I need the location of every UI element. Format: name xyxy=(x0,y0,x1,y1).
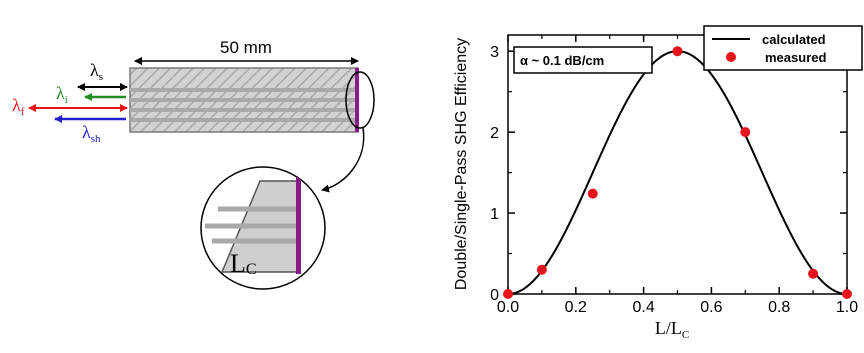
waveguide-channels xyxy=(130,88,356,122)
x-tick-label: 1.0 xyxy=(836,299,858,316)
legend-entry-measured: measured xyxy=(765,50,826,65)
waveguide-diagram: 50 mm λs λi λf λsh xyxy=(12,38,375,290)
x-tick-label: 0.6 xyxy=(700,299,722,316)
measured-point xyxy=(740,127,751,138)
x-tick-label: 0.0 xyxy=(497,299,519,316)
end-mirror xyxy=(355,68,359,132)
plot-frame xyxy=(507,34,848,295)
legend-point-swatch xyxy=(726,52,736,62)
y-axis-label: Double/Single-Pass SHG Efficiency xyxy=(453,38,470,290)
annotation-box xyxy=(513,46,653,74)
chart: 0.0 0.2 0.4 0.6 0.8 1.0 0 1 2 3 Double/Single-Pa… xyxy=(453,25,863,341)
y-tick-label: 2 xyxy=(490,125,499,142)
y-tick-label: 3 xyxy=(490,44,499,61)
x-tick-label: 0.8 xyxy=(768,299,790,316)
calculated-curve xyxy=(507,50,848,295)
legend-entry-calculated: calculated xyxy=(762,32,826,47)
inset-zoom: LC xyxy=(200,166,326,290)
measured-point xyxy=(842,289,852,299)
inset-lc-label: LC xyxy=(230,249,257,278)
legend: calculated measured xyxy=(703,25,863,71)
lambda-f-label: λf xyxy=(12,95,25,118)
measured-point xyxy=(536,264,547,275)
x-axis-label: L/LC xyxy=(655,318,689,341)
annotation-text: α ~ 0.1 dB/cm xyxy=(520,53,604,68)
measured-point xyxy=(503,289,513,299)
y-tick-label: 1 xyxy=(490,206,499,223)
lambda-s-label: λs xyxy=(90,60,103,83)
measured-point xyxy=(672,46,683,57)
y-tick-labels: 0 1 2 3 xyxy=(490,44,499,304)
length-label: 50 mm xyxy=(220,38,272,57)
inset-mirror xyxy=(296,177,301,274)
y-tick-label: 0 xyxy=(490,287,499,304)
lambda-sh-label: λsh xyxy=(82,122,101,145)
zoom-circle xyxy=(345,71,375,129)
measured-point xyxy=(587,188,598,199)
x-tick-label: 0.2 xyxy=(565,299,587,316)
measured-points xyxy=(503,46,852,299)
measured-point xyxy=(808,268,819,279)
axis-ticks xyxy=(507,35,848,295)
x-tick-labels: 0.0 0.2 0.4 0.6 0.8 1.0 xyxy=(497,299,858,316)
zoom-pointer-arrow xyxy=(321,127,365,193)
x-tick-label: 0.4 xyxy=(632,299,654,316)
legend-box xyxy=(703,25,863,71)
lambda-i-label: λi xyxy=(56,83,68,106)
